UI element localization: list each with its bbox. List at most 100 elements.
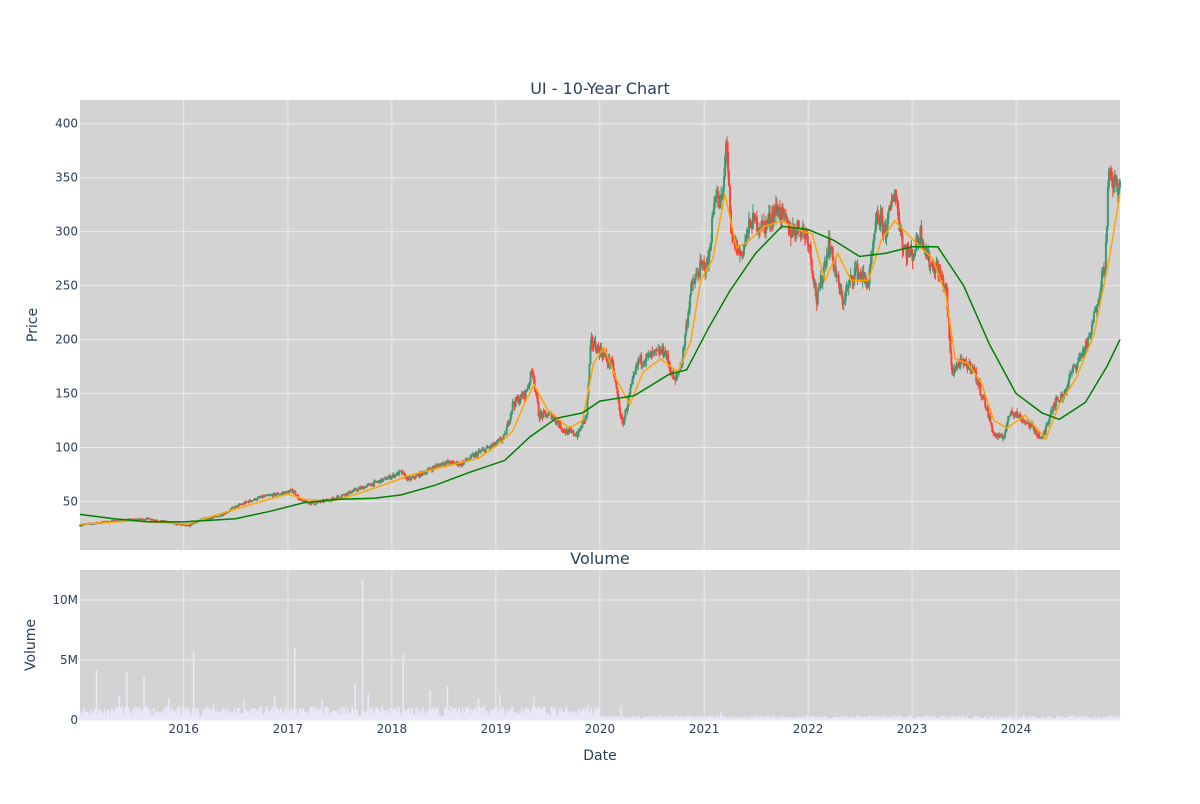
candle-body [817,287,820,291]
volume-bar [513,712,516,720]
volume-bar [385,711,387,720]
volume-bar [1064,717,1066,720]
volume-bar [719,718,721,720]
volume-bar [562,711,565,720]
volume-bar [516,712,519,720]
volume-bar [229,710,232,720]
volume-bar [746,717,748,720]
volume-bar [649,716,652,720]
volume-bar [484,715,487,720]
volume-bar [512,716,515,720]
volume-bar [209,714,212,720]
price-y-tick-label: 200 [55,333,78,347]
volume-bar [665,716,668,720]
volume-axis-label: Volume [23,619,39,671]
volume-bar [889,716,892,720]
volume-bar [687,716,689,720]
volume-bar [386,709,388,720]
volume-bar [238,709,241,720]
candle-body [955,366,958,370]
volume-bar [1100,718,1102,720]
volume-bar [590,707,593,720]
volume-bar [752,717,754,720]
volume-bar [584,708,587,720]
candle-body [864,274,867,282]
volume-bar [672,718,675,720]
volume-bar [872,717,875,720]
volume-bar [974,718,977,720]
volume-bar [422,706,424,720]
volume-bar [851,716,854,720]
volume-bar [871,715,874,720]
volume-bar [950,716,953,720]
volume-bar [245,710,248,720]
volume-bar [917,716,920,720]
candle-body [756,230,759,232]
volume-bar [840,716,843,720]
volume-bar [337,714,340,720]
volume-bar [711,716,713,720]
volume-bar [596,710,599,720]
volume-bar [285,709,288,720]
candle-body [795,227,798,235]
volume-bar [267,711,270,720]
volume-bar [971,718,974,720]
volume-bar [930,716,933,720]
volume-bar [673,715,676,720]
candle-body [444,462,447,465]
volume-bar [254,708,257,720]
volume-bar [1095,718,1097,720]
volume-bar [1011,717,1013,720]
volume-bar [251,708,254,720]
candle-body [957,363,960,365]
volume-bar [221,710,224,720]
volume-bar [1000,717,1003,720]
candle-body [1035,430,1038,434]
volume-bar [915,717,918,720]
candle-body [353,489,356,491]
candle-body [510,410,513,414]
volume-bar [296,714,299,720]
volume-bar [837,718,840,720]
volume-bar [145,706,147,720]
candle-body [136,519,139,521]
candle-body [742,245,745,255]
candle-body [1112,185,1115,189]
volume-bar [630,717,633,720]
volume-bar [880,717,883,720]
volume-bar [841,716,844,720]
candle-body [81,524,84,526]
candle-body [448,461,451,464]
candle-body [853,268,856,281]
volume-bar [107,710,109,720]
volume-bar [272,713,275,720]
volume-bar [433,709,435,720]
volume-bar [750,717,752,720]
volume-bar [556,714,559,720]
volume-bar [241,714,244,720]
volume-bar [951,717,954,720]
volume-bar [154,712,157,720]
volume-bar [730,716,732,720]
candle-body [497,439,500,441]
volume-bar [862,716,865,720]
volume-bar [230,712,233,720]
volume-bar [1108,718,1110,720]
volume-bar [935,717,938,720]
candle-body [793,229,796,236]
volume-bar [318,709,321,720]
volume-bar [745,716,747,720]
volume-bar [411,707,413,720]
candle-body [545,413,548,418]
candle-body [1103,268,1106,274]
volume-bar [486,712,489,720]
volume-bar [929,716,932,720]
volume-bar [764,716,766,720]
volume-bar [151,716,154,720]
candle-body [647,354,650,356]
volume-bar [1035,717,1037,720]
volume-bar [164,715,167,720]
volume-bar [338,708,341,720]
volume-bar [242,713,245,720]
volume-bar [95,669,98,720]
